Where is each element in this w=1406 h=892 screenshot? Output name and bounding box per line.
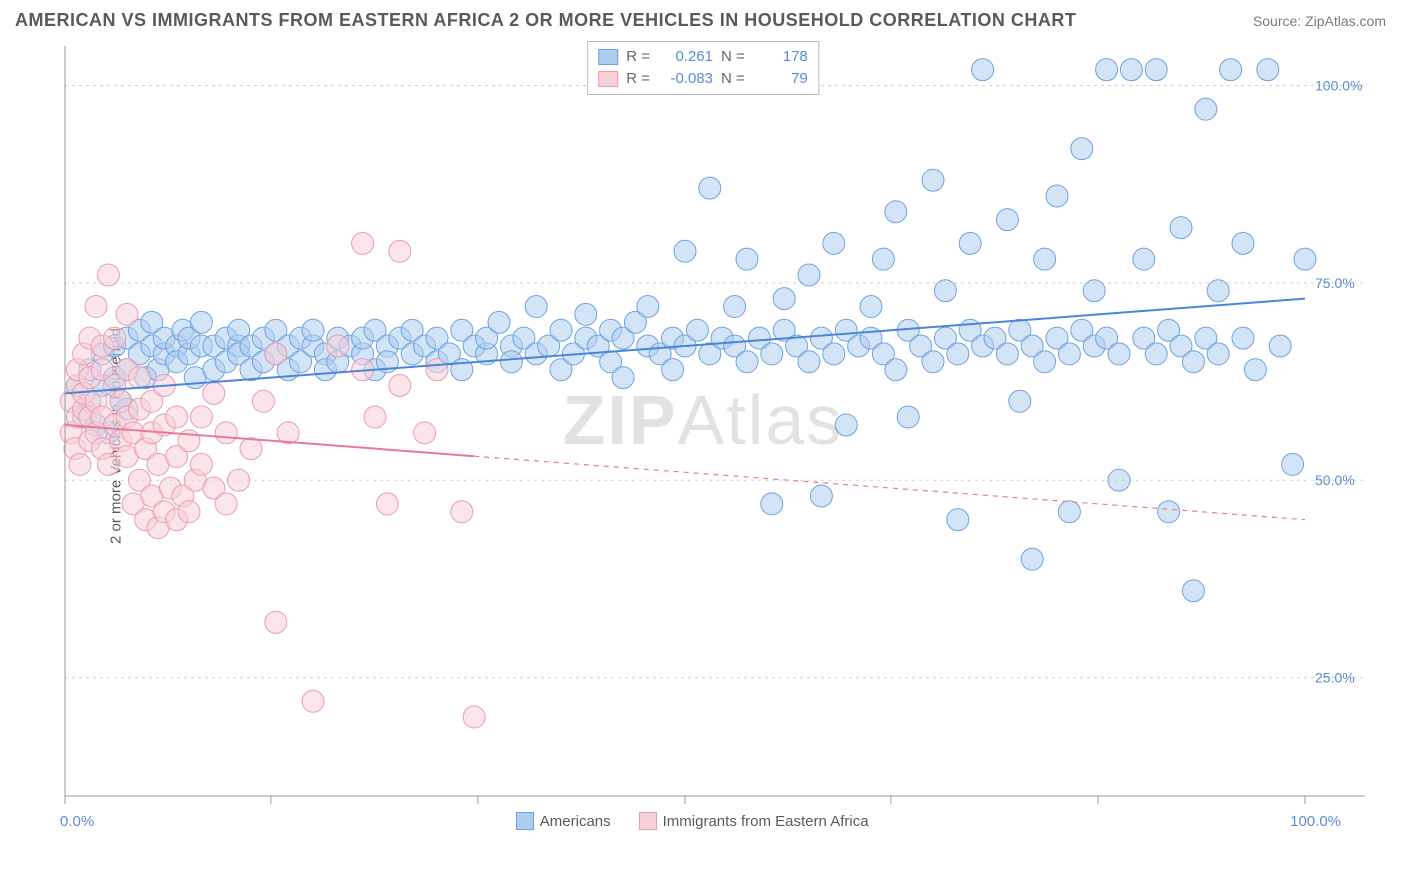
svg-text:100.0%: 100.0% xyxy=(1315,77,1362,93)
chart-title: AMERICAN VS IMMIGRANTS FROM EASTERN AFRI… xyxy=(15,10,1076,31)
svg-text:50.0%: 50.0% xyxy=(1315,472,1355,488)
legend-item: Immigrants from Eastern Africa xyxy=(639,812,869,830)
stats-row: R = -0.083 N = 79 xyxy=(598,68,808,90)
swatch-icon xyxy=(516,812,534,830)
svg-text:75.0%: 75.0% xyxy=(1315,275,1355,291)
swatch-icon xyxy=(598,71,618,87)
bottom-legend: 0.0% Americans Immigrants from Eastern A… xyxy=(0,806,1406,836)
x-max-label: 100.0% xyxy=(1290,813,1341,830)
x-min-label: 0.0% xyxy=(60,813,94,830)
stats-row: R = 0.261 N = 178 xyxy=(598,46,808,68)
source-label: Source: ZipAtlas.com xyxy=(1253,13,1386,29)
legend-item: Americans xyxy=(516,812,611,830)
swatch-icon xyxy=(598,49,618,65)
svg-text:25.0%: 25.0% xyxy=(1315,670,1355,686)
correlation-stats-box: R = 0.261 N = 178 R = -0.083 N = 79 xyxy=(587,41,819,95)
scatter-plot: 25.0% 50.0% 75.0% 100.0% xyxy=(45,36,1385,836)
swatch-icon xyxy=(639,812,657,830)
chart-container: 2 or more Vehicles in Household 25.0%50.… xyxy=(0,36,1406,836)
